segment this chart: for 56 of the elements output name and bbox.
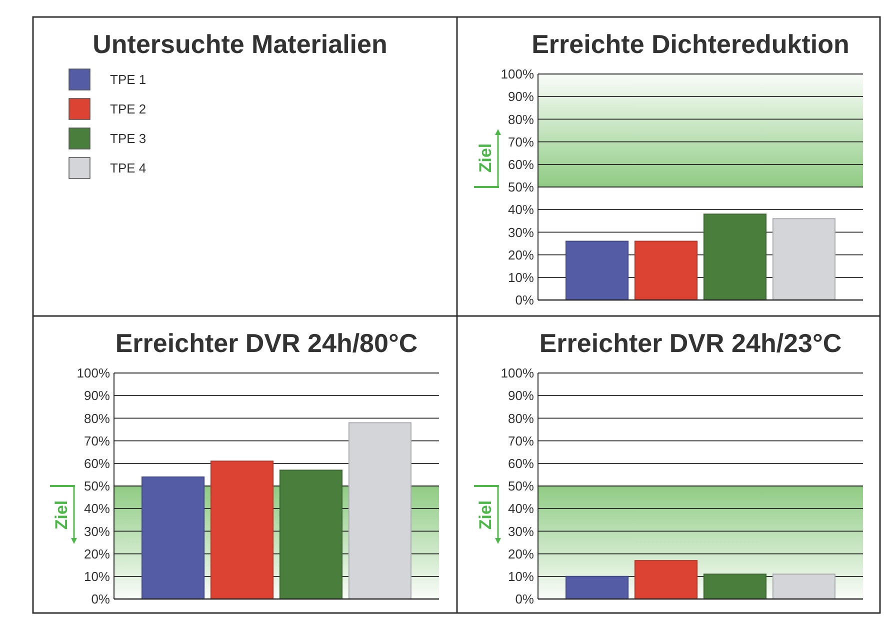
chart-title: Erreichter DVR 24h/80°C [115, 328, 418, 358]
bar [142, 476, 205, 600]
y-tick-label: 20% [84, 546, 110, 562]
bar [566, 576, 629, 600]
y-tick-label: 10% [508, 568, 534, 584]
y-tick-label: 0% [515, 592, 534, 607]
y-tick-label: 90% [84, 388, 110, 404]
y-tick-label: 40% [84, 501, 110, 516]
y-tick-label: 70% [508, 433, 534, 448]
y-tick-label: 100% [500, 66, 534, 82]
band-label: Ziel [52, 500, 71, 530]
y-tick-label: 10% [84, 568, 110, 584]
y-tick-label: 50% [508, 478, 534, 494]
y-tick-label: 60% [84, 456, 110, 471]
y-tick-label: 90% [508, 89, 534, 104]
text: Untersuchte Materialien [92, 29, 388, 59]
y-tick-label: 100% [500, 366, 534, 381]
bar [772, 218, 836, 300]
y-tick-label: 30% [508, 224, 534, 240]
band-label: Ziel [476, 500, 495, 530]
y-tick-label: 20% [508, 247, 534, 262]
chart-title: Erreichte Dichtereduktion [532, 29, 850, 59]
y-tick-label: 100% [76, 366, 110, 381]
text: TPE 4 [110, 160, 146, 176]
text: TPE 2 [110, 102, 146, 116]
y-tick-label: 80% [84, 410, 110, 426]
y-tick-label: 60% [508, 156, 534, 172]
bar [772, 574, 836, 600]
text: TPE 3 [110, 131, 146, 146]
y-tick-label: 40% [508, 501, 534, 516]
y-tick-label: 50% [508, 180, 534, 195]
text: TPE 1 [110, 72, 146, 87]
y-tick-label: 30% [84, 524, 110, 539]
y-tick-label: 70% [508, 134, 534, 150]
y-tick-label: 90% [508, 388, 534, 404]
bar [703, 214, 767, 300]
y-tick-label: 30% [508, 524, 534, 539]
y-tick-label: 70% [84, 433, 110, 448]
chart-title: Erreichter DVR 24h/23°C [539, 328, 842, 358]
bar [348, 422, 412, 600]
y-tick-label: 0% [91, 592, 110, 607]
bar [634, 240, 698, 300]
y-tick-label: 50% [84, 478, 110, 494]
bar [210, 460, 274, 600]
y-tick-label: 80% [508, 410, 534, 426]
y-tick-label: 40% [508, 202, 534, 218]
y-tick-label: 10% [508, 270, 534, 285]
y-tick-label: 0% [515, 292, 534, 308]
y-tick-label: 60% [508, 456, 534, 471]
bar [634, 560, 698, 600]
y-tick-label: 80% [508, 112, 534, 127]
bar [279, 470, 343, 600]
band-label: Ziel [476, 143, 495, 173]
bar [566, 240, 629, 300]
y-tick-label: 20% [508, 546, 534, 562]
bar [703, 574, 767, 600]
